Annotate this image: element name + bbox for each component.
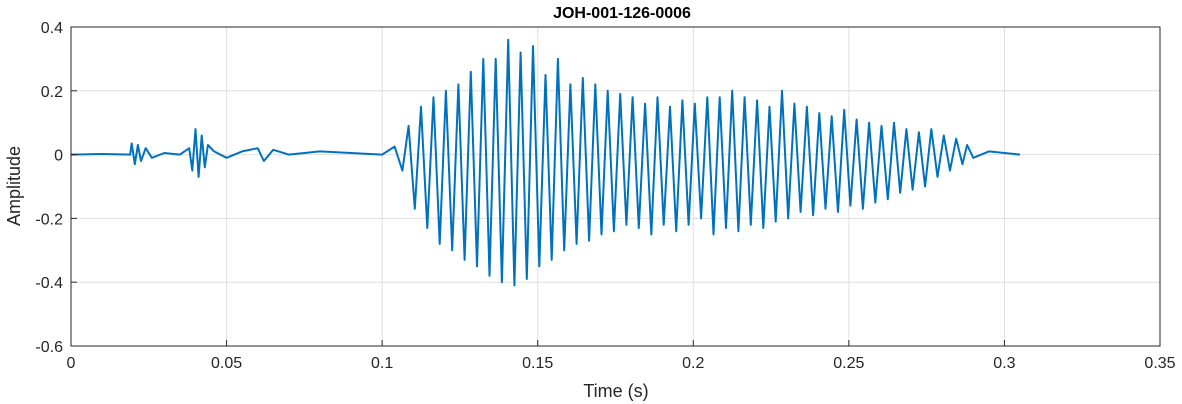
x-tick-label: 0.05 (211, 355, 242, 372)
axes-box (70, 26, 1161, 347)
y-tick-label: 0.4 (41, 20, 63, 37)
y-axis-label: Amplitude (4, 146, 24, 226)
x-tick-label: 0.15 (522, 355, 553, 372)
y-tick-label: 0 (54, 148, 63, 165)
chart-title: JOH-001-126-0006 (553, 5, 691, 22)
y-tick-label: -0.2 (35, 211, 63, 228)
y-tick-label: 0.2 (41, 84, 63, 101)
x-tick-label: 0 (67, 355, 76, 372)
y-tick-label: -0.6 (35, 339, 63, 356)
y-tick-label: -0.4 (35, 275, 63, 292)
x-tick-labels: 0 0.05 0.1 0.15 0.2 0.25 0.3 0.35 (67, 355, 1176, 372)
x-tick-label: 0.1 (371, 355, 393, 372)
x-tick-label: 0.25 (833, 355, 864, 372)
x-tick-label: 0.3 (993, 355, 1015, 372)
waveform-line (70, 38, 1021, 287)
x-tick-label: 0.35 (1144, 355, 1175, 372)
waveform-series (70, 38, 1021, 287)
tick-marks (70, 26, 1161, 347)
x-axis-label: Time (s) (583, 381, 648, 401)
x-tick-label: 0.2 (682, 355, 704, 372)
y-tick-labels: -0.6 -0.4 -0.2 0 0.2 0.4 (35, 20, 63, 356)
